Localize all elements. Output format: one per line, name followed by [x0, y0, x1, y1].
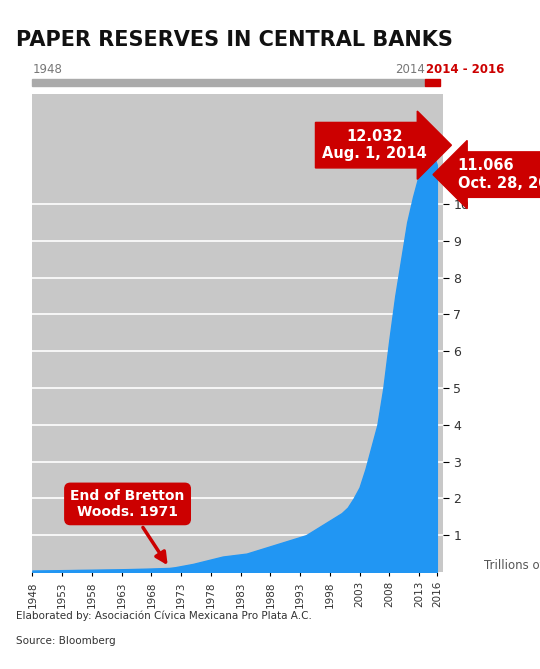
Text: 2014 - 2016: 2014 - 2016 — [426, 64, 504, 76]
Text: Elaborated by: Asociación Cívica Mexicana Pro Plata A.C.: Elaborated by: Asociación Cívica Mexican… — [16, 610, 312, 621]
Text: Trillions of dollars: Trillions of dollars — [484, 559, 540, 572]
Text: End of Bretton
Woods. 1971: End of Bretton Woods. 1971 — [70, 489, 185, 562]
Text: Source: Bloomberg: Source: Bloomberg — [16, 636, 116, 646]
Text: 2014: 2014 — [395, 64, 425, 76]
Text: 1948: 1948 — [32, 64, 62, 76]
Text: 11.066
Oct. 28, 2016: 11.066 Oct. 28, 2016 — [458, 159, 540, 191]
Text: 12.032
Aug. 1, 2014: 12.032 Aug. 1, 2014 — [322, 129, 427, 161]
Text: PAPER RESERVES IN CENTRAL BANKS: PAPER RESERVES IN CENTRAL BANKS — [16, 30, 453, 50]
